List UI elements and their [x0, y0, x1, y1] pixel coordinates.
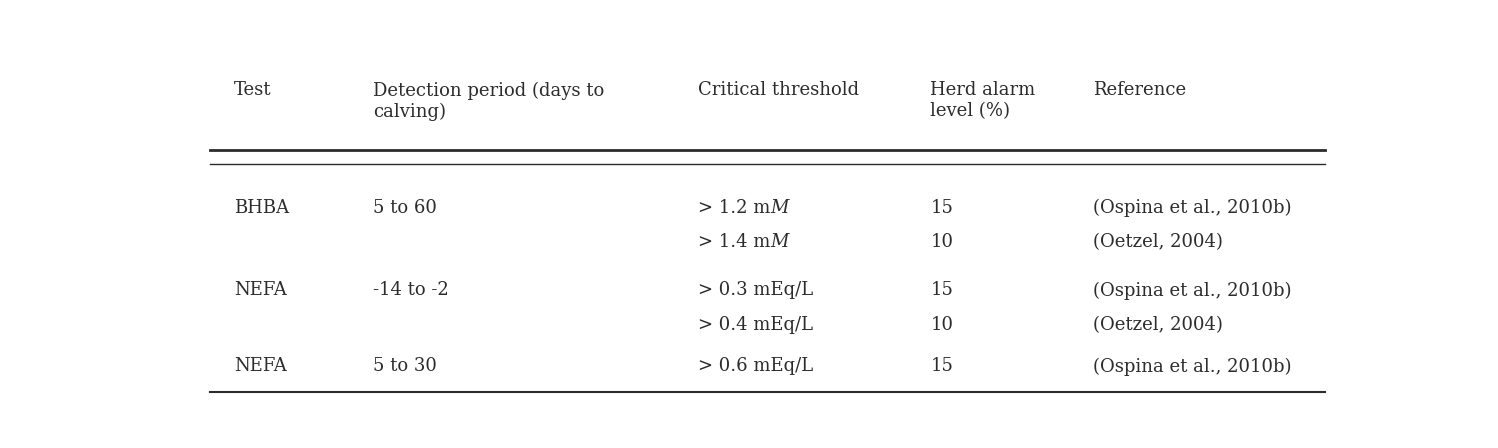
Text: (Ospina et al., 2010b): (Ospina et al., 2010b): [1094, 281, 1291, 300]
Text: NEFA: NEFA: [234, 358, 286, 375]
Text: M: M: [770, 198, 789, 217]
Text: Test: Test: [234, 82, 271, 99]
Text: 15: 15: [930, 198, 953, 217]
Text: > 0.4 mEq/L: > 0.4 mEq/L: [698, 316, 813, 334]
Text: NEFA: NEFA: [234, 281, 286, 299]
Text: 5 to 30: 5 to 30: [373, 358, 437, 375]
Text: (Ospina et al., 2010b): (Ospina et al., 2010b): [1094, 198, 1291, 217]
Text: (Oetzel, 2004): (Oetzel, 2004): [1094, 316, 1222, 334]
Text: > 1.4 m: > 1.4 m: [698, 233, 770, 251]
Text: 10: 10: [930, 233, 953, 251]
Text: 15: 15: [930, 358, 953, 375]
Text: 10: 10: [930, 316, 953, 334]
Text: -14 to -2: -14 to -2: [373, 281, 449, 299]
Text: (Oetzel, 2004): (Oetzel, 2004): [1094, 233, 1222, 251]
Text: Critical threshold: Critical threshold: [698, 82, 860, 99]
Text: M: M: [770, 233, 789, 251]
Text: Reference: Reference: [1094, 82, 1186, 99]
Text: 5 to 60: 5 to 60: [373, 198, 437, 217]
Text: Herd alarm
level (%): Herd alarm level (%): [930, 82, 1035, 120]
Text: BHBA: BHBA: [234, 198, 289, 217]
Text: (Ospina et al., 2010b): (Ospina et al., 2010b): [1094, 358, 1291, 375]
Text: > 1.2 m: > 1.2 m: [698, 198, 770, 217]
Text: > 0.6 mEq/L: > 0.6 mEq/L: [698, 358, 813, 375]
Text: Detection period (days to
calving): Detection period (days to calving): [373, 82, 604, 121]
Text: 15: 15: [930, 281, 953, 299]
Text: > 0.3 mEq/L: > 0.3 mEq/L: [698, 281, 813, 299]
